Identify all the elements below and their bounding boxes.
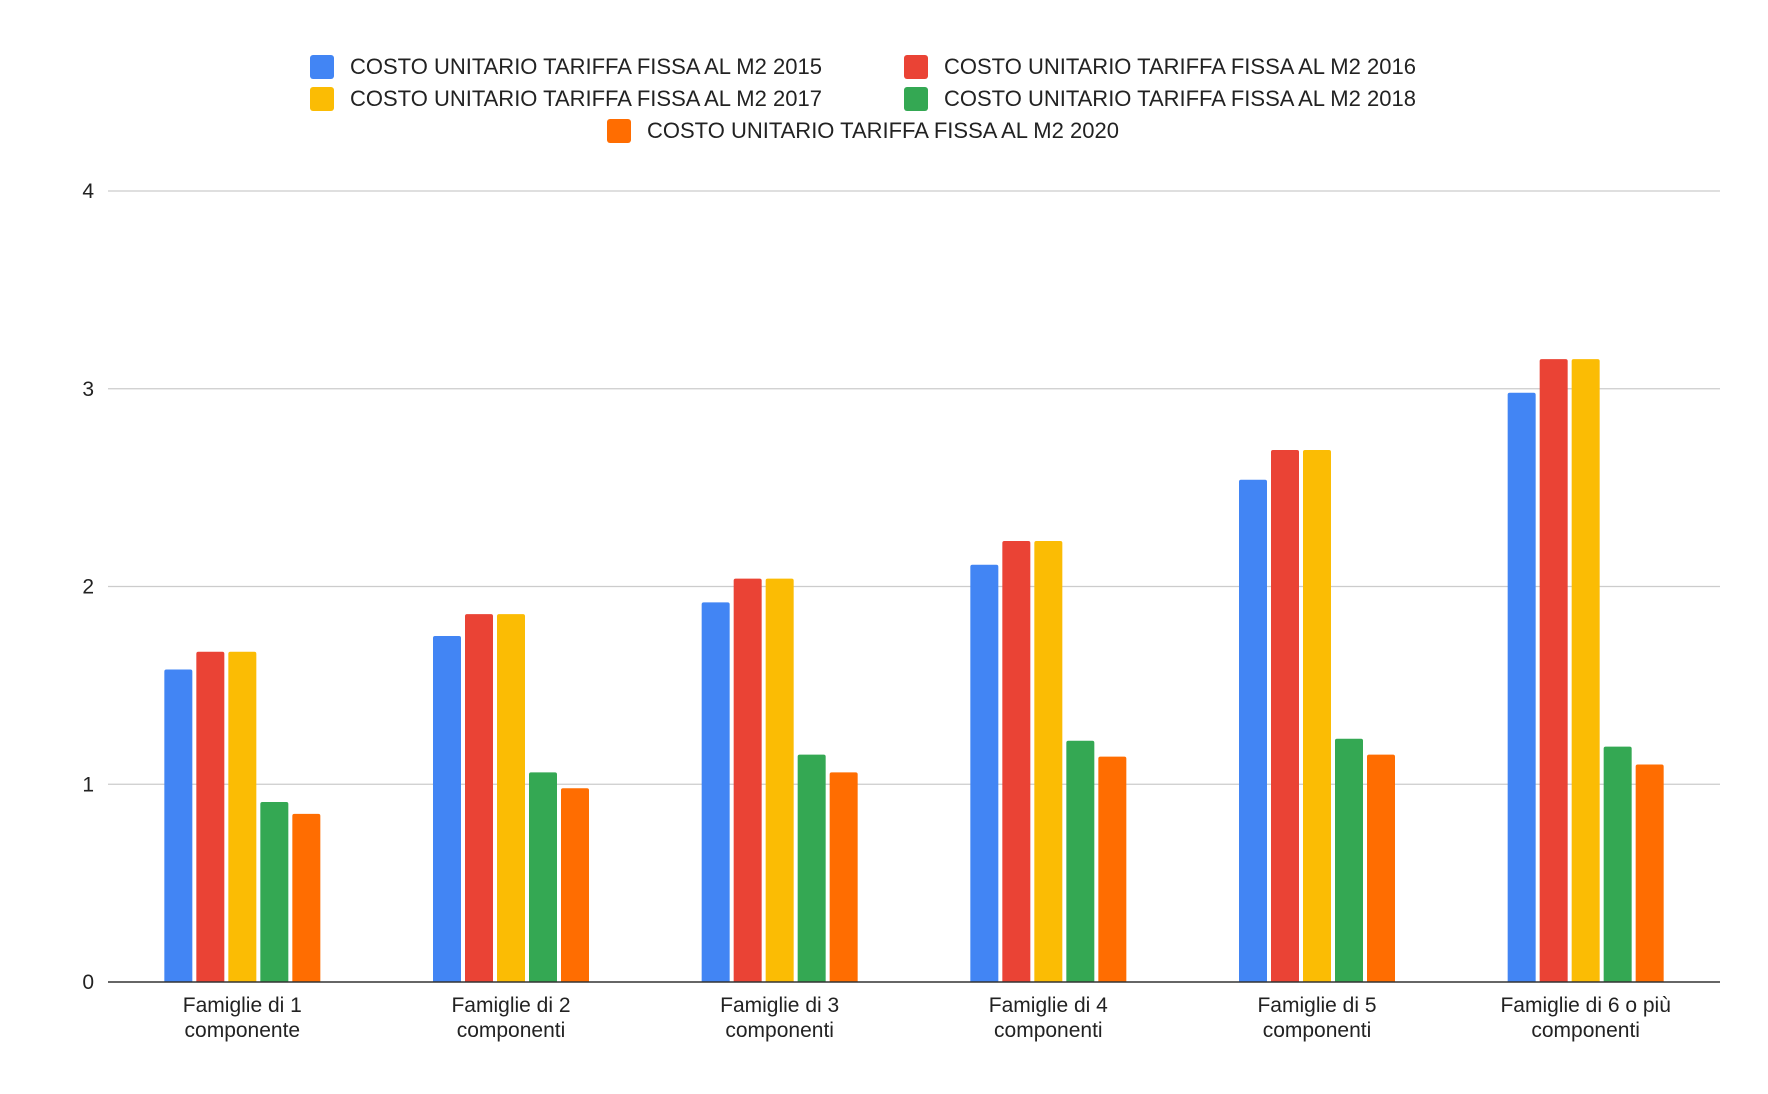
bar-s1-c3 [1002,541,1031,982]
bar-s2-c1 [497,614,525,982]
bar-s0-c1 [433,635,461,982]
bar-s3-c4 [1335,738,1363,982]
y-tick-label-1: 1 [82,773,94,796]
y-tick-label-2: 2 [82,576,94,599]
x-tick-label-0: Famiglie di 1 componente [183,994,302,1042]
legend-label-1: COSTO UNITARIO TARIFFA FISSA AL M2 2016 [944,54,1416,79]
bar-s4-c0 [292,813,321,982]
legend-label-2: COSTO UNITARIO TARIFFA FISSA AL M2 2017 [350,86,822,111]
gridlines [108,190,1720,785]
bar-s4-c5 [1635,764,1664,982]
x-tick-label-4: Famiglie di 5 componenti [1257,994,1376,1042]
x-tick-label-2: Famiglie di 3 componenti [720,994,839,1042]
bar-s3-c1 [529,772,557,982]
axes: 0 1 2 3 4 Famiglie di 1 componente Famiglie di … [82,180,1720,1042]
bar-s0-c5 [1507,392,1536,983]
legend-swatch-3 [904,87,928,111]
bar-s4-c1 [561,788,589,982]
bar-s0-c0 [164,669,193,982]
y-tick-label-4: 4 [82,180,94,203]
legend-label-3: COSTO UNITARIO TARIFFA FISSA AL M2 2018 [944,86,1416,111]
bar-s1-c5 [1539,359,1568,982]
bar-s1-c0 [196,651,225,982]
legend-label-0: COSTO UNITARIO TARIFFA FISSA AL M2 2015 [350,54,822,79]
bar-s3-c2 [797,754,826,982]
bar-s2-c2 [765,578,794,982]
legend-swatch-1 [904,55,928,79]
bar-s3-c3 [1066,740,1095,982]
bar-s4-c3 [1098,756,1127,982]
bar-s0-c3 [970,564,999,982]
bar-s3-c0 [260,802,289,982]
bar-s4-c2 [829,772,858,982]
legend-label-4: COSTO UNITARIO TARIFFA FISSA AL M2 2020 [647,118,1119,143]
legend-swatch-2 [310,87,334,111]
x-tick-label-3: Famiglie di 4 componenti [989,994,1108,1042]
bar-s2-c5 [1571,359,1600,982]
bar-s2-c0 [228,651,257,982]
bar-s1-c1 [465,614,493,982]
bar-s1-c2 [733,578,762,982]
bar-s4-c4 [1367,754,1395,982]
bar-s2-c4 [1303,450,1331,982]
legend-swatch-4 [607,119,631,143]
legend: COSTO UNITARIO TARIFFA FISSA AL M2 2015 C… [310,54,1416,143]
bar-s1-c4 [1271,450,1299,982]
bar-s0-c4 [1239,479,1267,982]
y-tick-label-0: 0 [82,971,94,994]
legend-swatch-0 [310,55,334,79]
x-tick-label-5: Famiglie di 6 o più componenti [1500,994,1670,1042]
bar-s2-c3 [1034,541,1063,982]
bar-s3-c5 [1603,746,1632,982]
x-tick-label-1: Famiglie di 2 componenti [451,994,570,1042]
bar-s0-c2 [701,602,730,982]
y-tick-label-3: 3 [82,378,94,401]
bars [164,359,1664,983]
